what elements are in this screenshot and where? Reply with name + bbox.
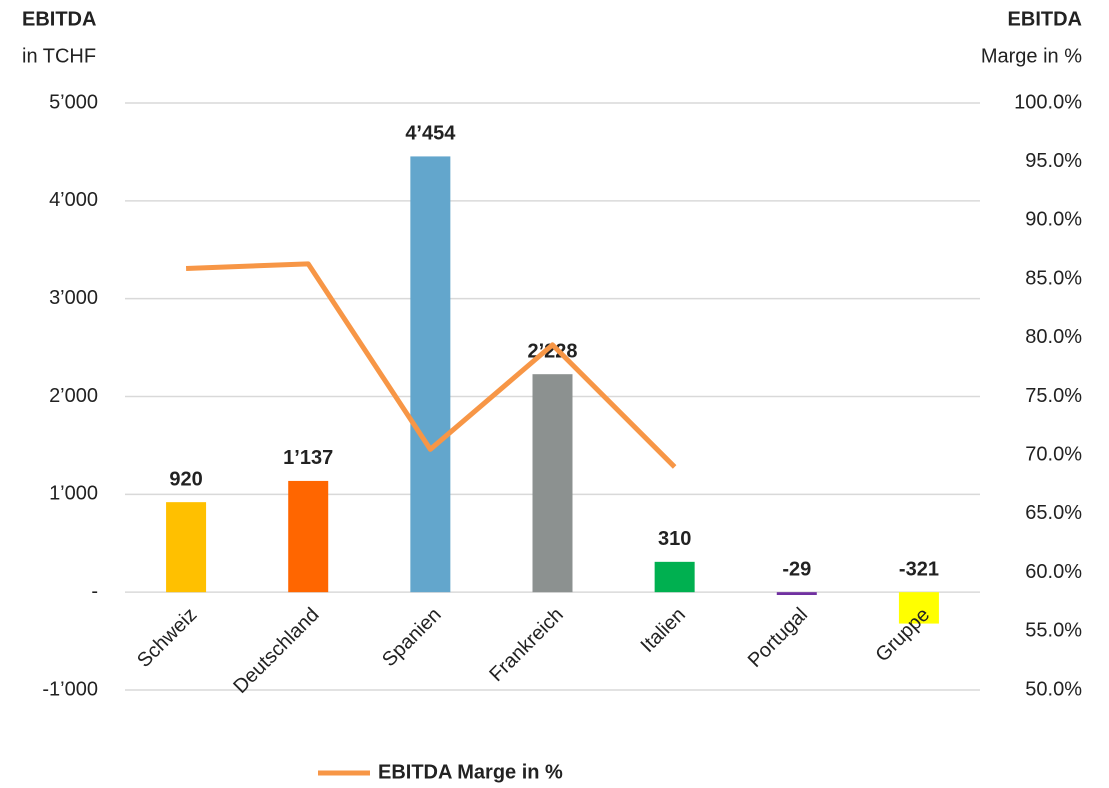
y-tick-label: 3’000 <box>49 287 98 309</box>
y-tick-label: 4’000 <box>49 189 98 211</box>
data-label: 310 <box>658 528 691 550</box>
x-tick-label: Frankreich <box>485 604 567 686</box>
y2-axis-title: EBITDA <box>1008 8 1082 30</box>
y2-tick-label: 75.0% <box>1025 385 1082 407</box>
data-label: -321 <box>899 558 939 580</box>
y-tick-label: - <box>91 580 98 602</box>
bar <box>410 156 451 593</box>
legend-label: EBITDA Marge in % <box>378 761 563 783</box>
y2-tick-label: 85.0% <box>1025 267 1082 289</box>
x-tick-label: Italien <box>637 604 690 657</box>
x-tick-label: Spanien <box>378 604 445 671</box>
y2-tick-label: 90.0% <box>1025 209 1082 231</box>
y2-tick-label: 70.0% <box>1025 443 1082 465</box>
y2-tick-label: 95.0% <box>1025 150 1082 172</box>
y2-tick-label: 50.0% <box>1025 678 1082 700</box>
data-label: -29 <box>782 558 811 580</box>
y-tick-label: 5’000 <box>49 91 98 113</box>
data-label: 920 <box>169 468 202 490</box>
y-axis-title: EBITDA <box>22 8 96 30</box>
y2-tick-label: 80.0% <box>1025 326 1082 348</box>
x-tick-label: Schweiz <box>133 604 201 672</box>
bar <box>532 374 573 593</box>
bar <box>166 502 207 593</box>
y-axis-subtitle: in TCHF <box>22 45 96 67</box>
bar <box>288 480 329 593</box>
y2-tick-label: 60.0% <box>1025 561 1082 583</box>
data-label: 1’137 <box>283 447 333 469</box>
x-tick-label: Portugal <box>744 604 812 672</box>
bar <box>898 592 939 624</box>
y2-tick-label: 100.0% <box>1014 91 1082 113</box>
bar <box>776 592 817 596</box>
x-tick-label: Deutschland <box>229 604 323 698</box>
data-label: 4’454 <box>405 123 456 145</box>
y-tick-label: 1’000 <box>49 483 98 505</box>
y-tick-label: -1’000 <box>42 678 98 700</box>
y-tick-label: 2’000 <box>49 385 98 407</box>
y2-tick-label: 55.0% <box>1025 620 1082 642</box>
y2-tick-label: 65.0% <box>1025 502 1082 524</box>
y2-axis-subtitle: Marge in % <box>981 45 1082 67</box>
bar <box>654 561 695 593</box>
line <box>185 261 677 469</box>
